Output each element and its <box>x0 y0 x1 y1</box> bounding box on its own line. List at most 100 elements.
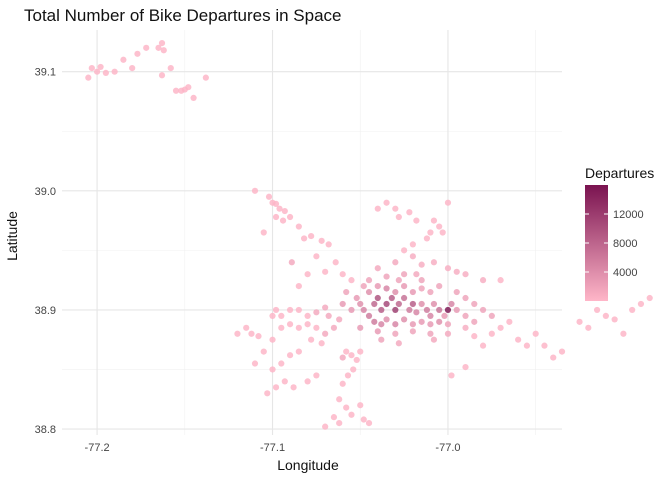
data-point <box>348 411 355 418</box>
data-point <box>155 44 162 51</box>
data-point <box>430 300 438 308</box>
y-axis-title: Latitude <box>4 211 20 261</box>
data-point <box>497 324 504 331</box>
data-point <box>418 261 425 268</box>
data-point <box>185 84 192 91</box>
data-point <box>348 306 355 314</box>
data-point <box>413 271 420 278</box>
legend-color-bar <box>585 185 608 301</box>
data-point <box>406 306 413 314</box>
data-point <box>462 312 469 319</box>
data-point <box>301 235 308 242</box>
color-legend: Departures 4000 8000 12000 <box>585 165 654 301</box>
data-point <box>448 372 455 379</box>
data-point <box>409 288 416 296</box>
data-point <box>286 352 294 359</box>
data-point <box>395 300 402 308</box>
data-point <box>383 273 390 280</box>
data-point <box>602 312 609 319</box>
data-point <box>462 364 469 371</box>
data-point <box>611 316 618 323</box>
data-point <box>308 232 315 240</box>
y-tick-label: 38.9 <box>35 305 56 317</box>
data-point <box>344 372 352 379</box>
data-point <box>430 259 438 266</box>
data-point <box>378 306 385 314</box>
data-point <box>365 419 373 427</box>
data-point <box>360 283 367 290</box>
data-point <box>462 324 469 331</box>
data-point <box>295 223 302 230</box>
data-point <box>576 318 583 325</box>
data-point <box>295 283 302 290</box>
data-point <box>430 336 438 343</box>
data-point <box>330 414 338 421</box>
data-point <box>506 318 513 325</box>
data-point <box>374 328 381 335</box>
data-point <box>392 288 399 296</box>
data-point <box>436 306 443 314</box>
y-tick-label: 39.1 <box>35 67 56 79</box>
data-point <box>313 372 320 379</box>
data-point <box>413 217 420 224</box>
data-point <box>383 285 390 292</box>
data-point <box>427 312 434 319</box>
data-point <box>313 253 320 260</box>
data-point <box>395 340 402 347</box>
data-point <box>383 300 390 308</box>
data-point <box>318 237 325 244</box>
data-point <box>286 306 294 314</box>
data-point <box>278 324 285 331</box>
data-point <box>234 330 241 337</box>
data-point <box>392 330 399 337</box>
data-point <box>353 356 360 364</box>
data-point <box>322 330 329 337</box>
data-point <box>85 74 92 81</box>
data-point <box>255 333 262 340</box>
data-point <box>339 300 346 308</box>
data-point <box>448 300 455 308</box>
data-point <box>269 336 276 343</box>
data-point <box>265 193 273 200</box>
data-point <box>401 294 408 302</box>
legend-title: Departures <box>585 165 654 181</box>
data-point <box>427 330 434 337</box>
data-point <box>444 306 452 314</box>
data-point <box>392 321 399 328</box>
data-point <box>488 330 495 337</box>
data-point <box>343 348 350 355</box>
data-point <box>418 285 425 292</box>
data-point <box>523 342 531 349</box>
data-point <box>436 223 443 230</box>
data-point <box>479 277 487 284</box>
data-point <box>360 306 367 314</box>
x-tick-label: -77.1 <box>260 442 285 454</box>
data-point <box>374 265 381 272</box>
data-point <box>88 65 95 72</box>
data-point <box>318 340 325 347</box>
data-point <box>281 207 288 215</box>
data-point <box>365 288 373 296</box>
data-point <box>102 69 109 76</box>
data-point <box>453 288 460 296</box>
data-point <box>515 336 522 343</box>
data-point <box>260 348 267 355</box>
data-point <box>637 300 645 308</box>
data-point <box>129 65 136 72</box>
data-point <box>336 396 343 403</box>
x-axis-title: Longitude <box>277 457 339 473</box>
data-point <box>497 277 504 284</box>
data-point <box>272 213 280 221</box>
data-point <box>392 205 399 212</box>
data-point <box>279 217 287 224</box>
data-point <box>439 229 446 236</box>
data-point <box>158 72 166 79</box>
chart-title: Total Number of Bike Departures in Space <box>24 6 342 25</box>
data-point <box>453 306 460 314</box>
data-point <box>348 277 355 284</box>
data-point <box>646 294 653 302</box>
data-point <box>374 205 381 212</box>
data-point <box>251 360 259 367</box>
data-point <box>430 217 438 224</box>
data-point <box>269 312 276 319</box>
